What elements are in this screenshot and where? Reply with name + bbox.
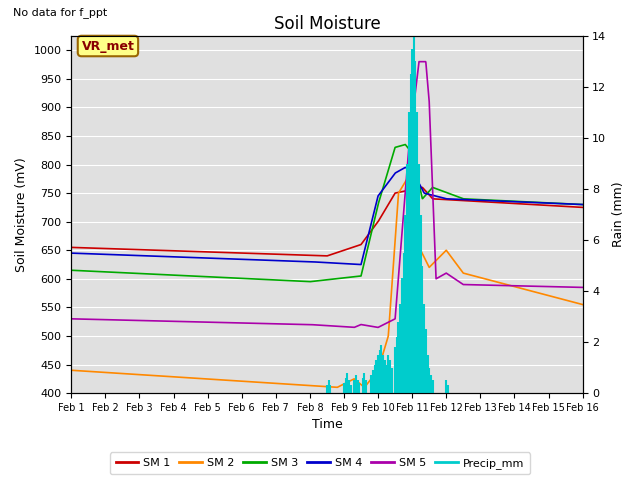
SM 2: [207, 376, 214, 382]
SM 5: [67, 316, 75, 322]
SM 5: [374, 324, 382, 330]
Title: Soil Moisture: Soil Moisture: [273, 15, 380, 33]
SM 1: [207, 249, 214, 255]
Legend: SM 1, SM 2, SM 3, SM 4, SM 5, Precip_mm: SM 1, SM 2, SM 3, SM 4, SM 5, Precip_mm: [110, 453, 530, 474]
Text: No data for f_ppt: No data for f_ppt: [13, 7, 107, 18]
SM 3: [67, 267, 75, 273]
SM 1: [557, 203, 564, 209]
SM 4: [557, 201, 564, 206]
SM 4: [357, 262, 365, 267]
SM 3: [332, 276, 340, 282]
SM 1: [163, 248, 170, 253]
Y-axis label: Soil Moisture (mV): Soil Moisture (mV): [15, 157, 28, 272]
SM 2: [332, 384, 339, 390]
X-axis label: Time: Time: [312, 419, 342, 432]
SM 3: [163, 272, 170, 278]
SM 3: [579, 202, 586, 207]
SM 1: [579, 204, 586, 210]
SM 3: [207, 274, 214, 280]
SM 5: [163, 318, 170, 324]
SM 1: [67, 244, 75, 250]
SM 1: [385, 201, 393, 206]
SM 2: [579, 301, 586, 307]
SM 4: [385, 179, 393, 184]
SM 5: [207, 319, 214, 325]
SM 3: [306, 279, 314, 285]
SM 5: [557, 284, 564, 290]
SM 4: [207, 255, 214, 261]
SM 2: [479, 276, 486, 281]
SM 5: [579, 285, 586, 290]
Text: VR_met: VR_met: [81, 39, 134, 52]
SM 2: [333, 384, 341, 390]
SM 3: [557, 201, 564, 206]
Line: SM 3: SM 3: [71, 144, 582, 282]
SM 1: [419, 184, 426, 190]
Y-axis label: Rain (mm): Rain (mm): [612, 182, 625, 247]
SM 5: [479, 282, 486, 288]
SM 4: [332, 260, 339, 266]
Line: SM 4: SM 4: [71, 168, 582, 264]
SM 2: [67, 367, 75, 373]
SM 3: [479, 197, 486, 203]
SM 1: [479, 199, 486, 204]
Line: SM 1: SM 1: [71, 187, 582, 256]
SM 5: [332, 324, 339, 329]
SM 5: [415, 59, 423, 64]
SM 4: [401, 165, 409, 170]
SM 2: [405, 173, 413, 179]
Line: SM 5: SM 5: [71, 61, 582, 327]
SM 2: [385, 324, 393, 330]
SM 4: [579, 202, 586, 207]
SM 3: [401, 142, 409, 147]
SM 3: [385, 165, 393, 171]
SM 4: [67, 250, 75, 256]
SM 4: [163, 253, 170, 259]
SM 5: [385, 319, 393, 325]
SM 4: [479, 197, 486, 203]
SM 1: [332, 250, 340, 256]
SM 2: [557, 296, 564, 301]
Line: SM 2: SM 2: [71, 176, 582, 387]
SM 1: [323, 253, 331, 259]
SM 2: [163, 373, 170, 379]
